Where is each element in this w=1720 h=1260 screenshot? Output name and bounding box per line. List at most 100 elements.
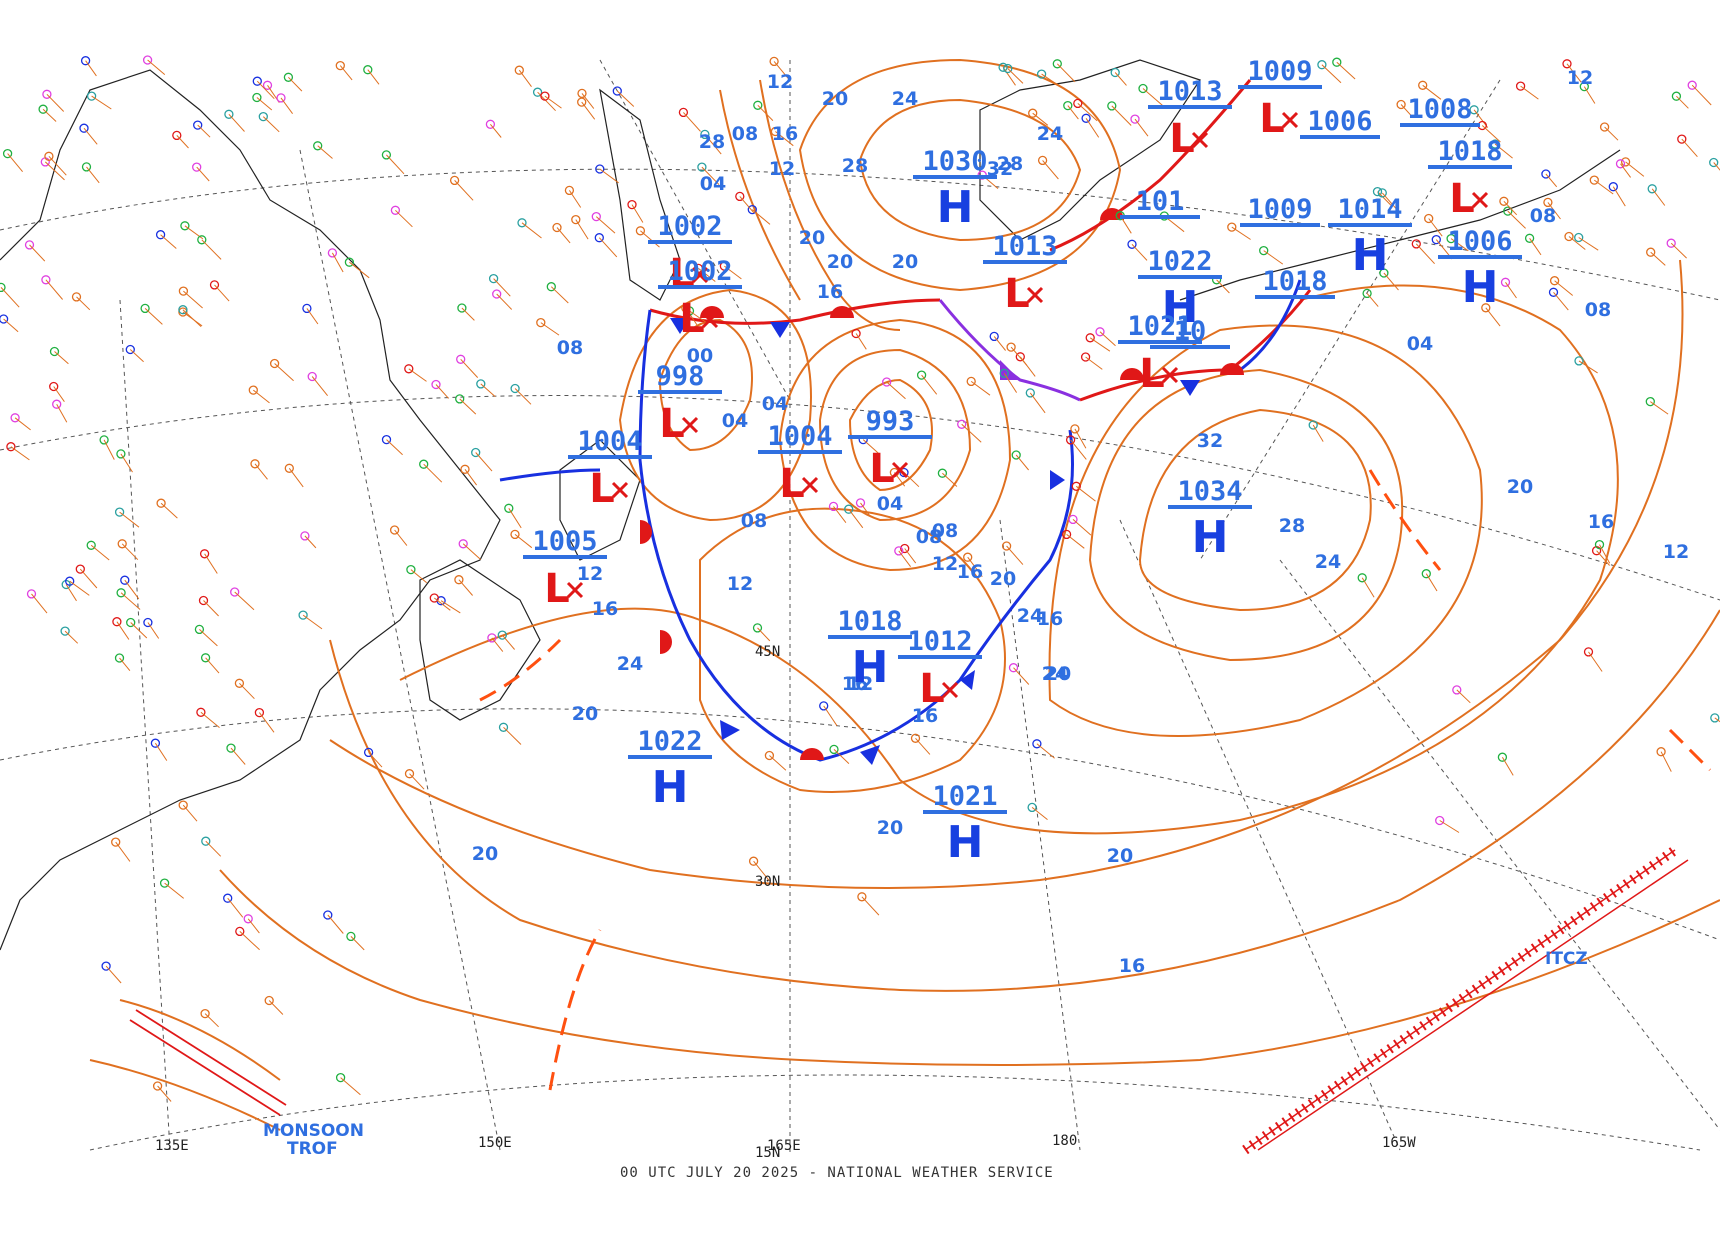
wind-barb [1681,138,1698,158]
wind-barb [848,508,864,529]
wind-barb [454,180,474,201]
station-marker [1006,342,1016,352]
station-marker [142,55,153,65]
wind-barb [90,544,110,561]
monsoon-trof-label-2: TROF [287,1139,338,1159]
station-marker [1070,424,1080,434]
station-marker [178,305,188,315]
wind-barb [757,104,774,121]
pressure-center-type: H [1352,230,1389,281]
wind-barb [1070,439,1087,460]
station-marker [1003,63,1013,74]
station-marker [1599,122,1610,132]
wind-barb [205,657,220,674]
pressure-center-value: 1004 [577,426,642,457]
wind-barb [120,592,141,610]
wind-barb [200,711,220,728]
wind-barb [773,61,791,82]
wind-barb [915,737,931,755]
wind-barb [288,76,303,92]
station-marker [79,123,89,133]
pressure-center-type: L [669,251,695,297]
isobar-label: 16 [1588,511,1614,533]
wind-barb [254,463,268,480]
station-marker [1503,206,1513,216]
station-marker [471,447,481,458]
wind-barb [1529,238,1542,256]
station-marker [152,1081,163,1091]
station-marker [989,331,999,342]
station-marker [900,543,910,554]
station-marker [200,653,211,663]
station-marker [1025,388,1035,398]
wind-barb [340,1077,361,1096]
station-marker [404,769,415,779]
wind-barb [961,423,982,443]
station-marker [226,743,236,753]
pressure-center-value: 1021 [1127,311,1192,342]
wind-barb [204,1013,219,1028]
station-marker [65,576,75,586]
wind-barb [1074,428,1087,449]
wind-barb [480,383,496,397]
wind-barb [1077,103,1098,122]
other-pressure-values: 1008 1006 1009 1018 101 10 [1120,94,1480,349]
wind-barb [228,113,245,132]
station-marker [42,89,52,99]
station-marker [627,199,637,210]
wind-barb [46,93,65,112]
trough-dashed [479,638,562,702]
wind-barb [54,351,69,365]
station-marker [1666,238,1676,248]
station-marker [1645,396,1655,407]
wind-barb [1381,192,1401,214]
low-pressure-center: 1005 L [523,526,607,612]
station-marker [753,100,763,110]
pressure-center-value: 1014 [1337,194,1402,225]
isobar-label: 24 [1037,123,1063,145]
pressure-center-value: 1034 [1177,476,1242,507]
station-marker [1107,101,1117,111]
low-pressure-center: 1013 L [1148,76,1232,162]
wind-barb [1003,373,1018,393]
wind-barb [302,614,323,630]
station-marker [899,467,909,478]
isobar-label: 20 [892,251,918,273]
wind-barb [1002,67,1016,86]
wind-barb [182,804,198,822]
wind-barb [205,840,222,857]
wind-barb [1366,293,1379,307]
wind-barb [197,124,211,138]
pressure-center-value: 1018 [837,606,902,637]
isobar-label: 16 [817,281,843,303]
wind-barb [544,95,562,109]
wind-barb [1015,454,1029,471]
station-marker [140,303,150,314]
station-marker [485,119,496,129]
station-marker [86,540,96,550]
station-marker [476,379,486,389]
station-marker [1671,91,1682,101]
station-marker [112,617,122,627]
wind-barb [103,439,115,460]
wind-barb [1114,72,1127,86]
wind-barb [386,439,403,456]
station-marker [678,107,689,118]
station-marker [851,328,861,339]
wind-barb [1056,63,1076,83]
wind-barb [503,726,522,745]
wind-barb [1670,242,1687,259]
station-marker [828,501,839,512]
station-marker [1080,352,1091,362]
station-marker [1110,67,1120,78]
station-marker [126,617,136,628]
station-marker [1500,277,1511,287]
wind-barb [501,634,515,650]
wind-barb [518,69,532,87]
wind-barb [1439,820,1460,833]
pressure-center-type: L [679,296,705,342]
pressure-center-type: H [1192,512,1229,563]
isobar-label: 04 [1407,333,1433,355]
station-marker [829,744,839,755]
